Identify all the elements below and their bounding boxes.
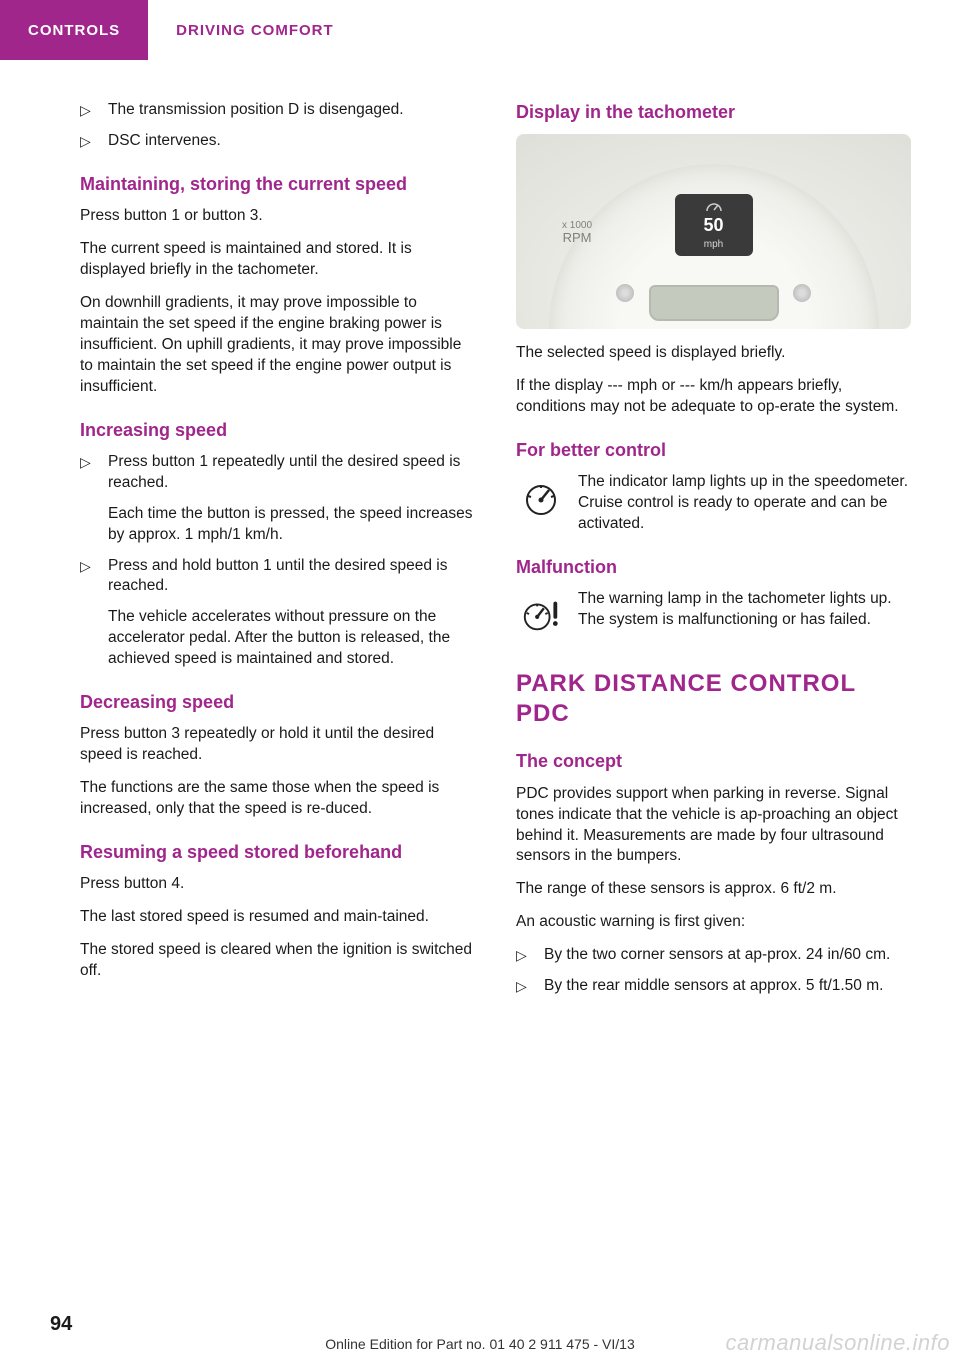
heading-display-tachometer: Display in the tachometer <box>516 100 912 124</box>
page-number: 94 <box>50 1313 72 1336</box>
bullet-item: ▷ Press button 1 repeatedly until the de… <box>80 452 476 546</box>
tab-controls: CONTROLS <box>0 0 148 60</box>
heading-maintain-speed: Maintaining, storing the current speed <box>80 172 476 196</box>
bullet-marker-icon: ▷ <box>80 452 92 546</box>
tab-driving-comfort: DRIVING COMFORT <box>148 0 362 60</box>
heading-increasing-speed: Increasing speed <box>80 418 476 442</box>
bullet-item: ▷ By the two corner sensors at ap‐prox. … <box>516 945 912 966</box>
body-text: The last stored speed is resumed and mai… <box>80 907 476 928</box>
page-content: ▷ The transmission position D is disenga… <box>0 60 960 1007</box>
heading-resume-speed: Resuming a speed stored beforehand <box>80 840 476 864</box>
tachometer-center-display: 50 mph <box>675 194 753 256</box>
page-header: CONTROLS DRIVING COMFORT <box>0 0 960 60</box>
center-unit: mph <box>704 238 723 252</box>
watermark-text: carmanualsonline.info <box>725 1330 950 1356</box>
speedometer-mini-icon <box>705 199 723 213</box>
icon-text-row: The indicator lamp lights up in the spee… <box>516 472 912 535</box>
icon-text-row: The warning lamp in the tachometer light… <box>516 589 912 639</box>
body-text: The range of these sensors is approx. 6 … <box>516 879 912 900</box>
body-text: The current speed is maintained and stor… <box>80 239 476 281</box>
body-text: The stored speed is cleared when the ign… <box>80 940 476 982</box>
bullet-marker-icon: ▷ <box>516 945 528 966</box>
bullet-subtext: The vehicle accelerates without pressure… <box>108 607 476 670</box>
rpm-bottom-text: RPM <box>562 231 592 245</box>
bullet-marker-icon: ▷ <box>80 100 92 121</box>
speedometer-indicator-icon <box>516 472 566 522</box>
bullet-text: Press and hold button 1 until the desire… <box>108 556 476 671</box>
heading-pdc: PARK DISTANCE CONTROL PDC <box>516 669 912 729</box>
body-text: Press button 3 repeatedly or hold it unt… <box>80 724 476 766</box>
body-text: If the display --- mph or --- km/h appea… <box>516 376 912 418</box>
center-number: 50 <box>703 213 723 237</box>
heading-concept: The concept <box>516 749 912 773</box>
bullet-text: By the two corner sensors at ap‐prox. 24… <box>544 945 912 966</box>
bullet-marker-icon: ▷ <box>80 556 92 671</box>
bullet-item: ▷ By the rear middle sensors at approx. … <box>516 976 912 997</box>
rpm-label: x 1000 RPM <box>562 220 592 245</box>
bullet-text: Press button 1 repeatedly until the desi… <box>108 452 476 546</box>
body-text: Press button 4. <box>80 874 476 895</box>
icon-row-text: The warning lamp in the tachometer light… <box>578 589 912 631</box>
bullet-text: By the rear middle sensors at approx. 5 … <box>544 976 912 997</box>
bullet-item: ▷ The transmission position D is disenga… <box>80 100 476 121</box>
bullet-subtext: Each time the button is pressed, the spe… <box>108 504 476 546</box>
speedometer-warning-icon <box>516 589 566 639</box>
bullet-marker-icon: ▷ <box>516 976 528 997</box>
bullet-marker-icon: ▷ <box>80 131 92 152</box>
bullet-line: Press button 1 repeatedly until the desi… <box>108 452 476 494</box>
tachometer-lcd <box>649 285 779 321</box>
body-text: PDC provides support when parking in rev… <box>516 784 912 868</box>
heading-malfunction: Malfunction <box>516 555 912 579</box>
body-text: An acoustic warning is first given: <box>516 912 912 933</box>
body-text: The functions are the same those when th… <box>80 778 476 820</box>
bullet-item: ▷ Press and hold button 1 until the desi… <box>80 556 476 671</box>
bullet-text: DSC intervenes. <box>108 131 476 152</box>
body-text: On downhill gradients, it may prove impo… <box>80 293 476 398</box>
body-text: Press button 1 or button 3. <box>80 206 476 227</box>
heading-decreasing-speed: Decreasing speed <box>80 690 476 714</box>
heading-better-control: For better control <box>516 438 912 462</box>
right-column: Display in the tachometer x 1000 RPM 50 … <box>516 100 912 1007</box>
bullet-text: The transmission position D is disengage… <box>108 100 476 121</box>
body-text: The selected speed is displayed briefly. <box>516 343 912 364</box>
bullet-item: ▷ DSC intervenes. <box>80 131 476 152</box>
left-column: ▷ The transmission position D is disenga… <box>80 100 476 1007</box>
bullet-line: Press and hold button 1 until the desire… <box>108 556 476 598</box>
tachometer-illustration: x 1000 RPM 50 mph <box>516 134 911 329</box>
icon-row-text: The indicator lamp lights up in the spee… <box>578 472 912 535</box>
